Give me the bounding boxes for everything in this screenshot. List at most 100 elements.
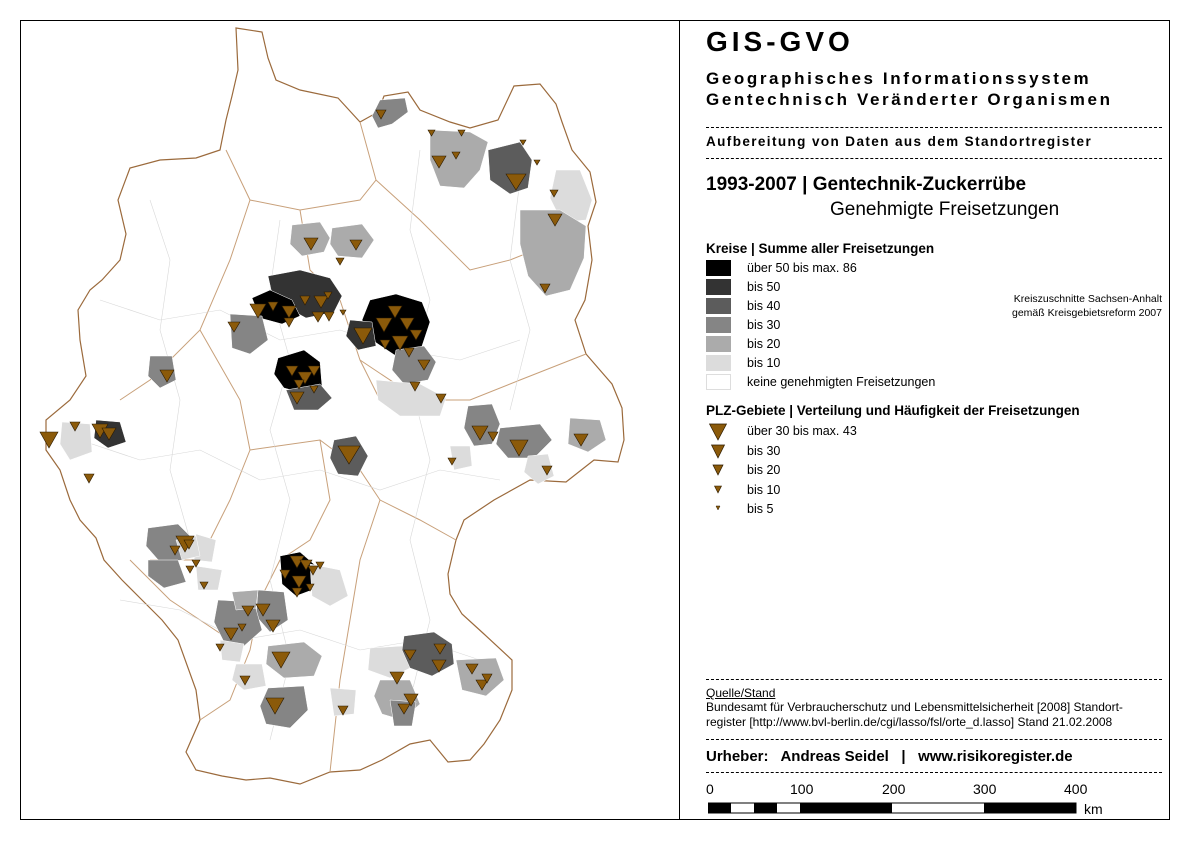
marker <box>309 385 319 394</box>
marker <box>375 109 387 120</box>
scale-tick: 200 <box>882 781 906 797</box>
marker <box>307 565 319 576</box>
legend-label: bis 10 <box>747 483 781 497</box>
marker <box>447 457 457 466</box>
marker <box>227 321 241 333</box>
marker <box>279 569 291 580</box>
legend-label: bis 10 <box>747 356 781 370</box>
marker <box>297 371 313 385</box>
legend-item: bis 30 <box>706 443 1006 461</box>
marker <box>83 473 95 484</box>
note-line-1: Kreiszuschnitte Sachsen-Anhalt <box>1013 293 1162 305</box>
marker <box>323 311 335 322</box>
marker <box>191 559 201 568</box>
marker <box>337 705 349 716</box>
legend-label: bis 50 <box>747 280 781 294</box>
marker <box>533 159 541 166</box>
legend-item: bis 10 <box>706 482 1006 500</box>
legend-label: bis 30 <box>747 318 781 332</box>
divider-line <box>706 772 1162 773</box>
divider-line <box>706 679 1162 680</box>
marker <box>337 445 361 465</box>
subtitle-line-1: Geographisches Informationssystem <box>706 69 1092 88</box>
legend-label: bis 30 <box>747 444 781 458</box>
marker <box>299 295 311 306</box>
legend-label: bis 20 <box>747 463 781 477</box>
legend-item: über 30 bis max. 43 <box>706 423 1006 441</box>
marker <box>169 545 181 556</box>
marker <box>481 673 493 684</box>
marker <box>241 605 255 617</box>
legend-item: über 50 bis max. 86 <box>706 260 1006 278</box>
marker <box>335 257 345 266</box>
marker <box>285 365 299 377</box>
marker <box>375 317 393 333</box>
marker <box>433 643 447 655</box>
legend-item: bis 20 <box>706 336 1006 354</box>
marker <box>267 301 279 312</box>
source-label: Quelle/Stand <box>706 686 776 700</box>
marker <box>573 433 589 447</box>
marker <box>389 671 405 685</box>
marker <box>353 327 373 345</box>
postcode-legend-heading: PLZ-Gebiete | Verteilung und Häufigkeit … <box>706 403 1080 418</box>
marker <box>249 303 267 319</box>
marker-symbol <box>710 444 726 459</box>
marker <box>505 173 527 191</box>
marker <box>391 335 409 351</box>
map-title: 1993-2007 | Gentechnik-Zuckerrübe <box>706 174 1027 195</box>
author-separator: | <box>901 748 906 765</box>
legend-item: bis 10 <box>706 355 1006 373</box>
scale-tick: 0 <box>706 781 714 797</box>
legend-label: über 50 bis max. 86 <box>747 261 857 275</box>
legend-swatch <box>706 298 731 314</box>
scale-unit: km <box>1084 801 1103 817</box>
legend-panel: GIS-GVO Geographisches Informationssyste… <box>706 26 1164 817</box>
author-name: Andreas Seidel <box>780 748 889 765</box>
marker <box>519 139 527 146</box>
marker <box>399 317 415 331</box>
marker <box>265 619 281 633</box>
author-label: Urheber: <box>706 748 769 765</box>
marker <box>475 679 489 691</box>
marker <box>323 291 333 300</box>
marker <box>549 189 559 198</box>
app-title: GIS-GVO <box>706 26 854 57</box>
marker <box>547 213 563 227</box>
marker <box>271 651 291 669</box>
legend-label: bis 40 <box>747 299 781 313</box>
marker <box>403 347 415 358</box>
marker <box>409 329 423 341</box>
legend-swatch <box>706 317 731 333</box>
divider-line <box>706 158 1162 159</box>
marker <box>283 317 295 328</box>
legend-label: über 30 bis max. 43 <box>747 424 857 438</box>
marker <box>39 431 59 449</box>
marker <box>223 627 239 641</box>
district-note: Kreiszuschnitte Sachsen-Anhalt gemäß Kre… <box>1012 292 1162 320</box>
marker <box>349 239 363 251</box>
district-legend-heading: Kreise | Summe aller Freisetzungen <box>706 241 935 256</box>
marker <box>159 369 175 383</box>
marker <box>303 237 319 251</box>
marker <box>409 381 421 392</box>
marker-symbol <box>714 485 722 494</box>
author-url[interactable]: www.risikoregister.de <box>918 748 1073 765</box>
author-line: Urheber: Andreas Seidel | www.risikoregi… <box>706 748 1073 765</box>
marker <box>101 427 117 441</box>
legend-item: bis 30 <box>706 317 1006 335</box>
marker <box>255 603 271 617</box>
marker <box>541 465 553 476</box>
marker <box>299 559 313 571</box>
marker <box>185 565 195 574</box>
marker <box>289 555 305 569</box>
marker <box>431 155 447 169</box>
marker <box>281 305 297 319</box>
source-heading: Aufbereitung von Daten aus dem Standortr… <box>706 134 1093 149</box>
subtitle-line-2: Gentechnisch Veränderter Organismen <box>706 90 1113 109</box>
marker <box>315 561 325 570</box>
marker <box>339 309 347 316</box>
marker <box>539 283 551 294</box>
legend-swatch <box>706 260 731 276</box>
marker <box>509 439 529 457</box>
